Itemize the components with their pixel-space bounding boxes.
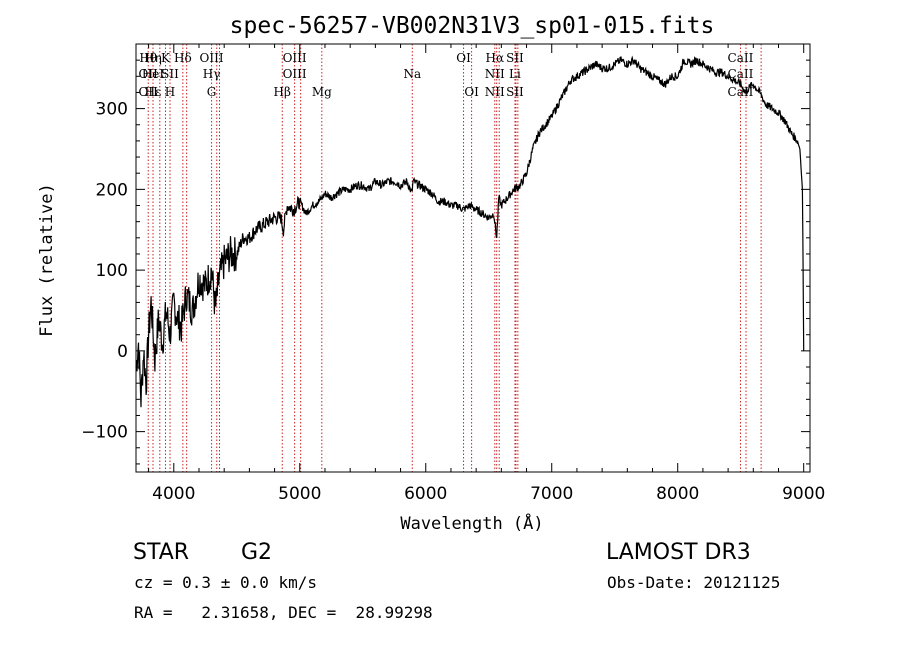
spectral-line-markers <box>147 44 762 472</box>
y-tick-label: 200 <box>96 180 128 200</box>
x-axis-ticks: 4000 5000 6000 7000 8000 9000 <box>148 44 825 504</box>
spectral-line-label: CaII <box>728 85 754 99</box>
object-type: STAR <box>133 540 190 565</box>
spectral-line-label: OIII <box>200 51 224 65</box>
y-tick-label: 0 <box>117 342 128 362</box>
object-subclass: G2 <box>241 540 273 565</box>
spectral-line-label: OII <box>139 67 159 81</box>
spectral-line-label: NII <box>485 85 505 99</box>
spectral-line-label: OIII <box>283 51 307 65</box>
spectral-line-label: OII <box>139 85 159 99</box>
y-tick-label: −100 <box>81 423 128 443</box>
spectral-line-label: SII <box>506 85 524 99</box>
x-tick-label: 6000 <box>404 484 447 504</box>
y-tick-label: 100 <box>96 261 128 281</box>
spectrum-series <box>135 55 805 408</box>
spectral-line-label: K <box>161 51 171 65</box>
plot-frame <box>135 43 811 473</box>
redshift-text: cz = 0.3 ± 0.0 km/s <box>134 573 318 592</box>
spectral-line-label: G <box>207 85 217 99</box>
spectral-line-label: HeI <box>142 67 165 81</box>
spectral-line-label: Mg <box>312 85 332 99</box>
x-tick-label: 4000 <box>152 484 195 504</box>
spectral-line-label: OI <box>456 51 471 65</box>
spectral-line-label: Li <box>509 67 521 81</box>
y-axis-ticks: −100 0 100 200 300 <box>81 43 810 465</box>
obs-date: Obs-Date: 20121125 <box>607 573 781 592</box>
spectral-line-label: H <box>165 85 175 99</box>
spectral-line-label: SII <box>161 67 179 81</box>
spectral-line-label: OIII <box>283 67 307 81</box>
spectral-line-label: Hβ <box>274 85 291 99</box>
spectral-line-label: OI <box>464 85 479 99</box>
survey-name: LAMOST DR3 <box>606 540 751 565</box>
x-axis-label: Wavelength (Å) <box>400 512 543 534</box>
spectral-line-label: Hα <box>486 51 505 65</box>
x-tick-label: 9000 <box>782 484 825 504</box>
spectral-line-label: Hε <box>145 85 162 99</box>
spectral-line-label: SII <box>506 51 524 65</box>
coordinates-text: RA = 2.31658, DEC = 28.99298 <box>134 603 433 622</box>
spectral-line-label: Hθ <box>139 51 157 65</box>
x-tick-label: 5000 <box>278 484 321 504</box>
spectral-line-label: Hγ <box>203 67 221 81</box>
spectral-line-label: Na <box>403 67 421 81</box>
x-tick-label: 8000 <box>656 484 699 504</box>
spectral-line-label: CaII <box>728 51 754 65</box>
spectral-line-label: CaII <box>728 67 754 81</box>
y-tick-label: 300 <box>96 100 128 120</box>
x-tick-label: 7000 <box>530 484 573 504</box>
spectral-line-label: Hη <box>144 51 162 65</box>
spectral-line-labels: Hθ OII OII Hη HeI Hε K SII H Hδ OIII Hγ G Hβ OIII OIII M… <box>139 51 754 99</box>
spectral-line-label: Hδ <box>174 51 192 65</box>
y-axis-label: Flux (relative) <box>37 183 57 337</box>
chart-title: spec-56257-VB002N31V3_sp01-015.fits <box>230 13 715 39</box>
spectral-line-label: NII <box>485 67 505 81</box>
